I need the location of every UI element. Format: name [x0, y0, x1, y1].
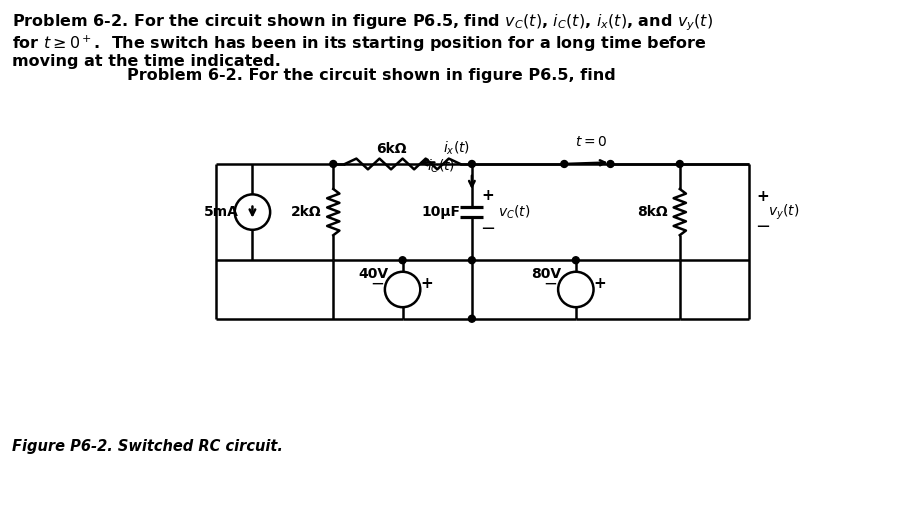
Circle shape — [468, 161, 475, 167]
Text: +: + — [481, 188, 494, 203]
Text: for $t \geq 0^+$.  The switch has been in its starting position for a long time : for $t \geq 0^+$. The switch has been in… — [12, 33, 707, 54]
Text: Figure P6-2. Switched RC circuit.: Figure P6-2. Switched RC circuit. — [12, 439, 282, 453]
Text: Problem 6-2. For the circuit shown in figure P6.5, find: Problem 6-2. For the circuit shown in fi… — [127, 69, 621, 84]
Text: $i_x(t)$: $i_x(t)$ — [443, 140, 470, 157]
Circle shape — [468, 315, 475, 322]
Text: 2kΩ: 2kΩ — [291, 205, 321, 219]
Text: 40V: 40V — [358, 267, 389, 281]
Circle shape — [607, 161, 614, 167]
Text: 6kΩ: 6kΩ — [376, 142, 406, 155]
Text: $t = 0$: $t = 0$ — [575, 135, 607, 149]
Text: 10μF: 10μF — [422, 205, 461, 219]
Text: −: − — [755, 219, 771, 236]
Text: 5mA: 5mA — [204, 205, 239, 219]
Text: $i_C(t)$: $i_C(t)$ — [426, 158, 455, 175]
Text: +: + — [593, 276, 606, 291]
Circle shape — [572, 256, 580, 264]
Text: Problem 6-2. For the circuit shown in figure P6.5, find $v_C(t)$, $i_C(t)$, $i_x: Problem 6-2. For the circuit shown in fi… — [12, 13, 713, 33]
Text: −: − — [544, 274, 557, 292]
Text: 8kΩ: 8kΩ — [638, 205, 668, 219]
Text: −: − — [370, 274, 384, 292]
Text: +: + — [757, 189, 769, 204]
Text: $v_C(t)$: $v_C(t)$ — [498, 203, 531, 221]
Circle shape — [399, 256, 406, 264]
Circle shape — [330, 161, 337, 167]
Text: 80V: 80V — [532, 267, 561, 281]
Circle shape — [468, 256, 475, 264]
Circle shape — [677, 161, 683, 167]
Text: +: + — [420, 276, 433, 291]
Text: −: − — [480, 220, 495, 238]
Text: moving at the time indicated.: moving at the time indicated. — [12, 54, 281, 69]
Circle shape — [561, 161, 568, 167]
Text: $v_y(t)$: $v_y(t)$ — [768, 203, 799, 222]
